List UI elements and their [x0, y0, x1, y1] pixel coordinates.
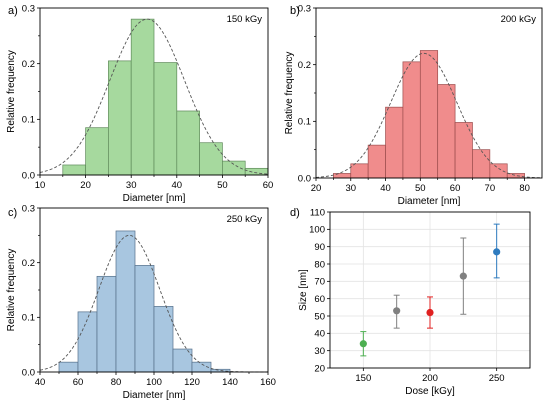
panel-label: c) — [8, 207, 17, 219]
histogram-bar — [385, 106, 404, 179]
y-tick-label: 0.2 — [22, 258, 35, 269]
x-tick-label: 80 — [519, 183, 530, 194]
x-tick-label: 40 — [172, 180, 183, 191]
data-point — [459, 272, 467, 280]
histogram-bar — [58, 361, 79, 373]
dose-annotation: 200 kGy — [501, 14, 537, 25]
x-tick-label: 140 — [222, 377, 238, 388]
x-tick-label: 60 — [73, 377, 84, 388]
panel-label: a) — [8, 5, 18, 17]
histogram-bar — [153, 62, 178, 176]
x-tick-label: 120 — [184, 377, 200, 388]
y-tick-label: 0.3 — [22, 203, 35, 214]
x-tick-label: 20 — [311, 183, 322, 194]
histogram-bar — [489, 163, 508, 179]
y-tick-label: 110 — [310, 207, 325, 218]
y-tick-label: 90 — [314, 242, 325, 253]
panel-b: b) 200 kGy 20 30 40 50 60 70 80 0.0 0.1 0.2 0.3 Diame… — [284, 3, 543, 207]
y-tick-label: 0.1 — [298, 117, 311, 128]
y-axis-label: Size [nm] — [298, 269, 309, 311]
x-tick-label: 40 — [380, 183, 391, 194]
panel-d: d) 150 200 250 20 30 40 50 60 70 80 90 100 110 Dose [k… — [290, 207, 531, 397]
histogram-bar — [134, 265, 155, 373]
x-tick-label: 70 — [485, 183, 496, 194]
data-point — [493, 248, 501, 256]
y-tick-label: 0.1 — [22, 313, 35, 324]
x-axis-label: Dose [kGy] — [405, 386, 455, 397]
histogram-bar — [350, 163, 369, 179]
histogram-bar — [96, 275, 117, 373]
x-axis-label: Diameter [nm] — [123, 193, 186, 204]
data-point — [426, 308, 434, 317]
panel-a: a) 150 kGy 10 20 30 40 50 60 0.0 0.1 0.2 0.3 Diamete… — [6, 3, 273, 204]
x-tick-label: 60 — [263, 180, 274, 191]
x-axis-label: Diameter [nm] — [123, 390, 186, 401]
histogram-bar — [402, 61, 421, 179]
y-tick-label: 0.2 — [22, 59, 35, 70]
y-tick-label: 100 — [309, 225, 325, 236]
y-tick-label: 50 — [314, 311, 325, 322]
histogram-bar — [130, 18, 155, 176]
x-tick-label: 20 — [80, 180, 91, 191]
histogram-bar — [176, 110, 200, 176]
x-axis-label: Diameter [nm] — [398, 196, 461, 207]
dose-annotation: 250 kGy — [227, 214, 263, 225]
y-tick-label: 70 — [314, 277, 325, 288]
x-tick-label: 30 — [345, 183, 356, 194]
y-tick-label: 0.0 — [298, 173, 311, 184]
x-tick-label: 100 — [146, 377, 162, 388]
x-tick-label: 150 — [355, 373, 371, 384]
y-tick-label: 0.3 — [22, 3, 35, 14]
histogram-bar — [85, 127, 109, 176]
histogram-bar — [472, 149, 491, 179]
y-axis-label: Relative frequency — [284, 52, 295, 135]
x-tick-label: 200 — [422, 373, 438, 384]
y-tick-label: 20 — [314, 363, 325, 374]
panel-c: c) 250 kGy 40 60 80 100 120 140 160 0.0 0.1 0.2 0.3 D… — [6, 203, 276, 401]
histogram-bar — [108, 60, 132, 176]
panel-label: d) — [290, 207, 300, 219]
x-tick-label: 60 — [450, 183, 461, 194]
x-tick-label: 30 — [126, 180, 137, 191]
data-point — [359, 340, 367, 348]
gaussian-fit-curve — [39, 18, 269, 175]
x-tick-label: 160 — [260, 377, 276, 388]
histogram-bar — [419, 50, 439, 179]
x-tick-label: 10 — [35, 180, 46, 191]
x-tick-label: 40 — [35, 377, 46, 388]
y-tick-label: 0.0 — [22, 367, 35, 378]
histogram-bar — [199, 142, 223, 176]
y-tick-label: 30 — [314, 346, 325, 357]
y-axis-label: Relative frequency — [6, 249, 17, 332]
x-tick-label: 50 — [217, 180, 228, 191]
panel-label: b) — [290, 5, 300, 17]
y-tick-label: 0.1 — [22, 115, 35, 126]
histogram-bar — [115, 230, 136, 373]
histogram-bar — [437, 84, 456, 179]
gaussian-fit-curve — [315, 52, 543, 179]
dose-annotation: 150 kGy — [227, 14, 263, 25]
y-tick-label: 40 — [314, 329, 325, 340]
y-tick-label: 0.0 — [22, 170, 35, 181]
histogram-bar — [222, 160, 246, 176]
y-tick-label: 60 — [314, 294, 325, 305]
data-point — [393, 307, 401, 315]
histogram-bar — [77, 311, 98, 373]
x-tick-label: 80 — [111, 377, 122, 388]
gaussian-fit-curve — [39, 234, 269, 373]
x-tick-label: 50 — [415, 183, 426, 194]
y-axis-label: Relative frequency — [6, 50, 17, 133]
x-tick-label: 250 — [489, 373, 505, 384]
y-tick-label: 0.2 — [298, 60, 311, 71]
histogram-bar — [62, 164, 86, 176]
y-tick-label: 80 — [314, 259, 325, 270]
y-tick-label: 0.3 — [298, 3, 311, 14]
histogram-bar — [367, 144, 386, 179]
